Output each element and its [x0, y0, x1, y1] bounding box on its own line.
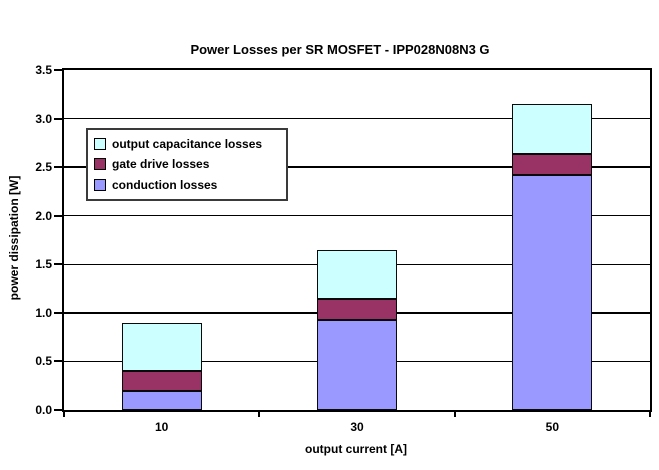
legend-item-gate-drive-losses: gate drive losses [94, 157, 280, 171]
y-tick-label: 0.0 [35, 403, 52, 417]
y-tick-mark [54, 117, 62, 120]
legend-swatch-output-capacitance-losses [94, 138, 106, 151]
legend-swatch-gate-drive-losses [94, 158, 106, 171]
y-tick-mark [54, 69, 62, 71]
legend-label: conduction losses [112, 177, 218, 192]
x-tick-mark [453, 410, 456, 417]
y-tick-mark [54, 166, 62, 169]
y-tick-label: 2.5 [35, 160, 52, 175]
bar-10-gate-drive-losses-segment [121, 371, 202, 391]
y-tick-label: 1.0 [35, 305, 52, 320]
legend-item-conduction-losses: conduction losses [94, 178, 280, 192]
y-tick-mark [54, 214, 62, 217]
plot-area [62, 68, 652, 412]
gridline [64, 166, 650, 168]
x-tick-mark [258, 410, 261, 417]
y-tick-label: 3.5 [35, 63, 52, 77]
chart-title-line1: Power Losses per SR MOSFET - IPP028N08N3… [190, 42, 490, 57]
bar-10-conduction-losses-segment [121, 390, 202, 410]
bar-50-conduction-losses-segment [512, 174, 593, 410]
legend-swatch-conduction-losses [94, 178, 106, 191]
y-tick-label: 2.0 [35, 208, 52, 223]
y-axis-title: power dissipation [W] [7, 175, 21, 301]
bar-30-gate-drive-losses-segment [317, 299, 397, 320]
bar-50-gate-drive-losses-segment [512, 153, 593, 175]
x-tick-mark [649, 410, 651, 417]
x-tick-label: 10 [154, 420, 169, 434]
bar-30-conduction-losses-segment [317, 319, 397, 410]
gridline [64, 117, 650, 120]
legend-item-output-capacitance-losses: output capacitance losses [94, 137, 280, 151]
y-tick-mark [54, 263, 62, 266]
legend-label: output capacitance losses [112, 137, 263, 152]
x-tick-label: 30 [350, 420, 364, 434]
y-tick-mark [54, 360, 62, 363]
y-tick-label: 0.5 [35, 354, 52, 369]
y-tick-label: 1.5 [35, 257, 52, 272]
y-tick-mark [54, 311, 62, 314]
y-tick-label: 3.0 [35, 111, 52, 126]
bar-10-output-capacitance-losses-segment [121, 322, 202, 372]
x-axis-title: output current [A] [305, 442, 407, 456]
y-tick-mark [54, 409, 62, 411]
chart-legend: output capacitance losses gate drive loss… [86, 128, 288, 201]
gridline [64, 214, 650, 217]
x-tick-label: 50 [545, 420, 559, 434]
bar-50-output-capacitance-losses-segment [512, 104, 593, 154]
legend-label: gate drive losses [112, 157, 210, 172]
x-tick-mark [63, 410, 65, 417]
bar-30-output-capacitance-losses-segment [317, 249, 397, 300]
